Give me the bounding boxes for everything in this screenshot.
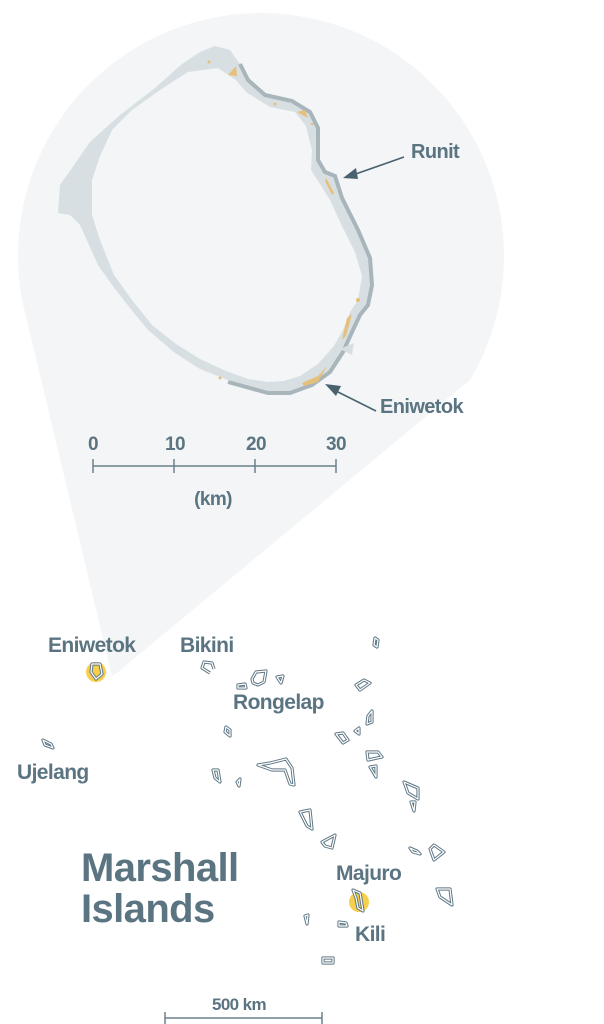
atoll-outline — [408, 846, 422, 856]
eniwetok-inset-callout: Eniwetok — [325, 384, 465, 418]
atoll-outline — [368, 764, 378, 779]
islet — [302, 366, 327, 386]
atoll-outline — [365, 709, 374, 726]
atoll-outline — [236, 682, 248, 690]
islet — [356, 298, 360, 302]
islet — [310, 122, 314, 126]
islands — [41, 636, 454, 965]
atoll-outline — [223, 725, 232, 738]
country-title-line2: Islands — [81, 887, 215, 931]
islet — [325, 178, 334, 195]
atoll-inset — [58, 46, 375, 395]
scale-tick-0: 0 — [88, 434, 98, 455]
islet — [273, 102, 277, 106]
atoll-outline — [321, 956, 335, 965]
country-title-line1: Marshall — [81, 846, 239, 890]
atoll-outline — [409, 800, 417, 813]
eniwetok-label: Eniwetok — [48, 634, 136, 657]
atoll-outline — [337, 920, 349, 928]
runit-label: Runit — [411, 141, 460, 163]
overview-scale-bar: 500 km — [164, 995, 323, 1024]
atoll-outline — [235, 777, 242, 788]
atoll-outline — [334, 731, 350, 745]
atoll-outline — [211, 768, 222, 784]
atoll-outline — [351, 888, 365, 913]
atoll-outline — [89, 662, 104, 681]
atoll-outline — [303, 913, 310, 926]
scale-label: 500 km — [212, 995, 267, 1014]
scale-tick-30: 30 — [326, 434, 346, 455]
atoll-outline — [372, 636, 380, 649]
atoll-reef — [58, 46, 372, 393]
majuro-label: Majuro — [336, 862, 401, 885]
atoll-outline — [435, 887, 454, 907]
islet — [297, 110, 308, 118]
atoll-outline — [320, 833, 337, 850]
atoll-outline — [275, 674, 285, 685]
eniwetok-inset-label: Eniwetok — [380, 396, 464, 418]
atoll-outline — [256, 757, 296, 787]
scale-tick-10: 10 — [165, 434, 185, 455]
lagoon-shoal — [340, 343, 354, 355]
islet — [207, 60, 211, 64]
atoll-outline — [354, 678, 372, 692]
islet — [342, 314, 352, 340]
atoll-outline — [353, 726, 361, 736]
kili-label: Kili — [355, 923, 385, 946]
scale-unit: (km) — [194, 489, 232, 510]
atoll-islets — [207, 60, 360, 386]
atoll-outline — [298, 808, 314, 831]
atoll-outline — [365, 750, 384, 762]
ujelang-label: Ujelang — [17, 761, 89, 784]
inset-scale-bar: 0 10 20 30 (km) — [88, 434, 347, 510]
inset-callout — [17, 13, 504, 677]
atoll-outline — [41, 738, 55, 750]
atoll-outline — [428, 843, 446, 862]
rongelap-label: Rongelap — [233, 691, 324, 714]
atoll-outer-reef-edge — [227, 63, 375, 395]
atoll-outline — [402, 780, 420, 801]
arrow-head-icon — [343, 168, 358, 179]
islet — [228, 66, 237, 76]
arrow-head-icon — [325, 384, 341, 396]
atoll-outline — [200, 660, 216, 675]
bikini-label: Bikini — [180, 634, 234, 657]
islet — [218, 376, 222, 380]
atoll-outline — [250, 669, 268, 687]
scale-tick-20: 20 — [246, 434, 266, 455]
overview-map: Eniwetok Bikini Rongelap Ujelang Majuro … — [17, 634, 454, 1024]
runit-callout: Runit — [343, 141, 461, 179]
